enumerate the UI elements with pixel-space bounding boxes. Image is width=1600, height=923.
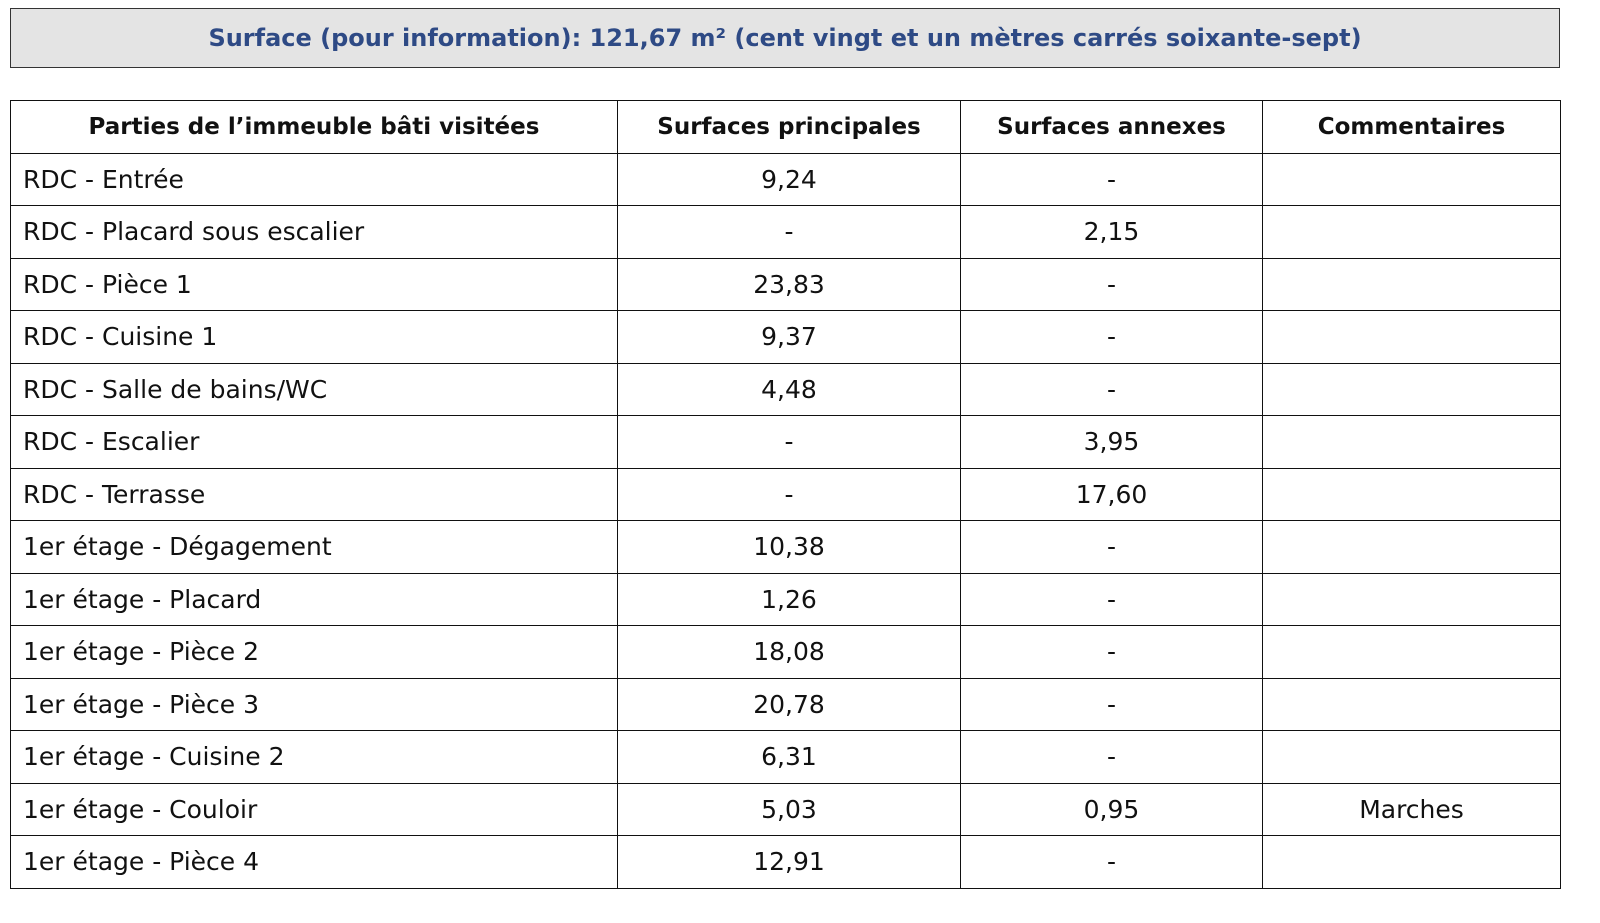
table-cell: 4,48	[617, 362, 961, 416]
table-row: 1er étage - Placard 1,26-	[10, 572, 1561, 626]
table-row: 1er étage - Couloir 5,03 0,95 Marches	[10, 782, 1561, 836]
table-cell: 5,03	[617, 782, 961, 836]
table-cell: 20,78	[617, 677, 961, 731]
table-cell: -	[960, 625, 1263, 679]
table-cell	[1262, 730, 1561, 784]
table-cell: 6,31	[617, 730, 961, 784]
table-cell: -	[617, 467, 961, 521]
table-cell: RDC - Salle de bains/WC	[10, 362, 618, 416]
table-cell: -	[960, 257, 1263, 311]
table-cell: 1er étage - Pièce 2	[10, 625, 618, 679]
table-cell	[1262, 415, 1561, 469]
table-cell: 17,60	[960, 467, 1263, 521]
table-cell: 12,91	[617, 835, 961, 889]
surface-banner: Surface (pour information): 121,67 m² (c…	[10, 8, 1560, 68]
table-cell: -	[960, 677, 1263, 731]
table-cell	[1262, 835, 1561, 889]
table-cell	[1262, 677, 1561, 731]
table-cell: RDC - Escalier	[10, 415, 618, 469]
table-cell: -	[960, 310, 1263, 364]
table-cell: 10,38	[617, 520, 961, 574]
table-row: RDC - Entrée 9,24-	[10, 152, 1561, 206]
table-cell	[1262, 467, 1561, 521]
table-cell: -	[960, 152, 1263, 206]
table-cell: RDC - Entrée	[10, 152, 618, 206]
table-cell: 3,95	[960, 415, 1263, 469]
surface-table: Parties de l’immeuble bâti visitées Surfa…	[10, 100, 1561, 889]
table-cell	[1262, 257, 1561, 311]
table-row: 1er étage - Cuisine 2 6,31-	[10, 730, 1561, 784]
header-row: Parties de l’immeuble bâti visitées Surfa…	[10, 100, 1561, 154]
table-row: RDC - Placard sous escalier -2,15	[10, 205, 1561, 259]
table-cell: -	[960, 730, 1263, 784]
table-cell: 1er étage - Dégagement	[10, 520, 618, 574]
table-cell: 1er étage - Cuisine 2	[10, 730, 618, 784]
table-cell: 2,15	[960, 205, 1263, 259]
table-cell	[1262, 205, 1561, 259]
table-cell: -	[617, 205, 961, 259]
table-cell: RDC - Cuisine 1	[10, 310, 618, 364]
table-cell: 18,08	[617, 625, 961, 679]
table-cell: RDC - Placard sous escalier	[10, 205, 618, 259]
table-cell: 9,37	[617, 310, 961, 364]
table-cell	[1262, 310, 1561, 364]
table-cell	[1262, 520, 1561, 574]
table-cell: -	[960, 362, 1263, 416]
column-header: Parties de l’immeuble bâti visitées	[10, 100, 618, 154]
table-row: 1er étage - Pièce 3 20,78-	[10, 677, 1561, 731]
table-cell: -	[960, 572, 1263, 626]
table-row: RDC - Escalier -3,95	[10, 415, 1561, 469]
column-header: Surfaces annexes	[960, 100, 1263, 154]
column-header: Commentaires	[1262, 100, 1561, 154]
table-cell	[1262, 152, 1561, 206]
table-row: RDC - Terrasse -17,60	[10, 467, 1561, 521]
table-cell: 1,26	[617, 572, 961, 626]
table-cell: 23,83	[617, 257, 961, 311]
column-header: Surfaces principales	[617, 100, 961, 154]
table-cell: RDC - Pièce 1	[10, 257, 618, 311]
table-cell: RDC - Terrasse	[10, 467, 618, 521]
table-cell	[1262, 625, 1561, 679]
table-row: 1er étage - Pièce 4 12,91-	[10, 835, 1561, 889]
table-row: 1er étage - Pièce 2 18,08-	[10, 625, 1561, 679]
table-cell: -	[960, 835, 1263, 889]
table-cell: 1er étage - Couloir	[10, 782, 618, 836]
table-row: RDC - Cuisine 1 9,37-	[10, 310, 1561, 364]
table-cell: 1er étage - Pièce 4	[10, 835, 618, 889]
table-cell	[1262, 362, 1561, 416]
table-cell: 1er étage - Placard	[10, 572, 618, 626]
table-row: RDC - Pièce 1 23,83-	[10, 257, 1561, 311]
table-cell: Marches	[1262, 782, 1561, 836]
table-cell: -	[617, 415, 961, 469]
table-cell: -	[960, 520, 1263, 574]
table-cell: 9,24	[617, 152, 961, 206]
table-row: RDC - Salle de bains/WC 4,48-	[10, 362, 1561, 416]
table-cell: 0,95	[960, 782, 1263, 836]
table-cell: 1er étage - Pièce 3	[10, 677, 618, 731]
table-row: 1er étage - Dégagement 10,38-	[10, 520, 1561, 574]
table-cell	[1262, 572, 1561, 626]
table-body: RDC - Entrée 9,24- RDC - Placard sous esca…	[10, 152, 1561, 889]
